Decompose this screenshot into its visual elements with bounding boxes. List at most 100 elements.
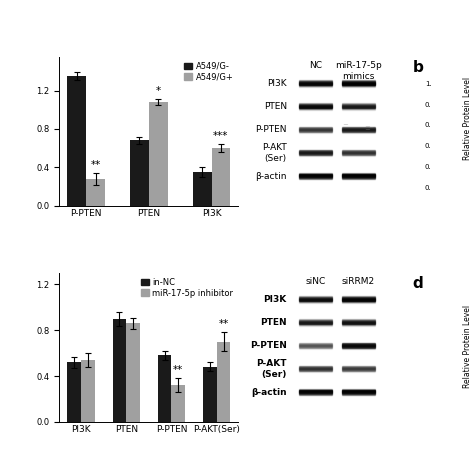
Bar [342,372,374,373]
Bar [300,343,332,344]
Text: PTEN: PTEN [260,319,287,327]
Bar [342,82,374,83]
Bar [217,342,230,422]
Text: **: ** [219,319,228,329]
Bar [342,390,374,391]
Bar [342,345,374,346]
Bar [300,108,332,109]
Bar [300,104,332,105]
Bar [300,129,332,130]
Bar [342,150,374,151]
Bar [300,152,332,153]
Bar [211,148,230,206]
Bar [342,105,374,106]
Bar [300,392,332,393]
Bar [300,365,332,366]
Bar [126,323,140,422]
Bar [130,140,149,206]
Bar [342,109,374,110]
Bar [300,106,332,107]
Bar [342,301,374,302]
Bar [300,394,332,395]
Bar [300,299,332,300]
Text: 0.: 0. [425,164,431,170]
Bar [342,176,374,177]
Bar [300,345,332,346]
Text: **: ** [91,160,100,170]
Bar [342,343,374,344]
Bar [300,368,332,369]
Bar [342,323,374,324]
Text: ~: ~ [365,128,370,134]
Bar [300,321,332,322]
Text: 0.: 0. [425,122,431,128]
Bar [342,371,374,372]
Bar [342,151,374,152]
Bar [342,369,374,370]
Bar [300,320,332,321]
Bar [342,367,374,368]
Bar [300,322,332,323]
Bar [342,297,374,298]
Bar [342,368,374,369]
Bar [300,302,332,303]
Bar [342,85,374,86]
Bar [300,393,332,394]
Text: Relative Protein Level: Relative Protein Level [463,304,472,388]
Bar [300,154,332,155]
Bar [342,348,374,349]
Bar [300,175,332,176]
Bar [342,298,374,299]
Bar [342,153,374,154]
Bar [300,347,332,348]
Bar [300,391,332,392]
Bar [67,362,81,422]
Bar [342,175,374,176]
Bar [342,127,374,128]
Bar [67,76,86,206]
Bar [158,356,172,422]
Bar [300,109,332,110]
Bar [300,325,332,326]
Bar [342,86,374,87]
Bar [300,176,332,177]
Bar [300,128,332,129]
Bar [300,369,332,370]
Bar [193,172,211,206]
Bar [342,302,374,303]
Bar [342,366,374,367]
Bar [300,370,332,371]
Bar [342,130,374,131]
Bar [300,80,332,81]
Bar [300,300,332,301]
Bar [342,392,374,393]
Bar [342,319,374,320]
Bar [203,367,217,422]
Bar [300,324,332,325]
Bar [342,132,374,133]
Bar [81,360,94,422]
Bar [86,179,105,206]
Bar [300,155,332,156]
Bar [342,152,374,153]
Text: Relative Protein Level: Relative Protein Level [463,77,472,160]
Text: ~: ~ [364,124,370,130]
Legend: A549/G-, A549/G+: A549/G-, A549/G+ [183,61,234,82]
Bar [300,81,332,82]
Bar [342,104,374,105]
Bar [342,103,374,104]
Bar [342,325,374,326]
Bar [342,370,374,371]
Bar [342,173,374,174]
Bar [300,173,332,174]
Text: *: * [155,86,161,96]
Bar [342,347,374,348]
Bar [342,365,374,366]
Bar [342,394,374,395]
Bar [342,129,374,130]
Text: NC: NC [309,61,322,70]
Bar [342,128,374,129]
Bar [342,106,374,107]
Bar [342,322,374,323]
Bar [300,390,332,391]
